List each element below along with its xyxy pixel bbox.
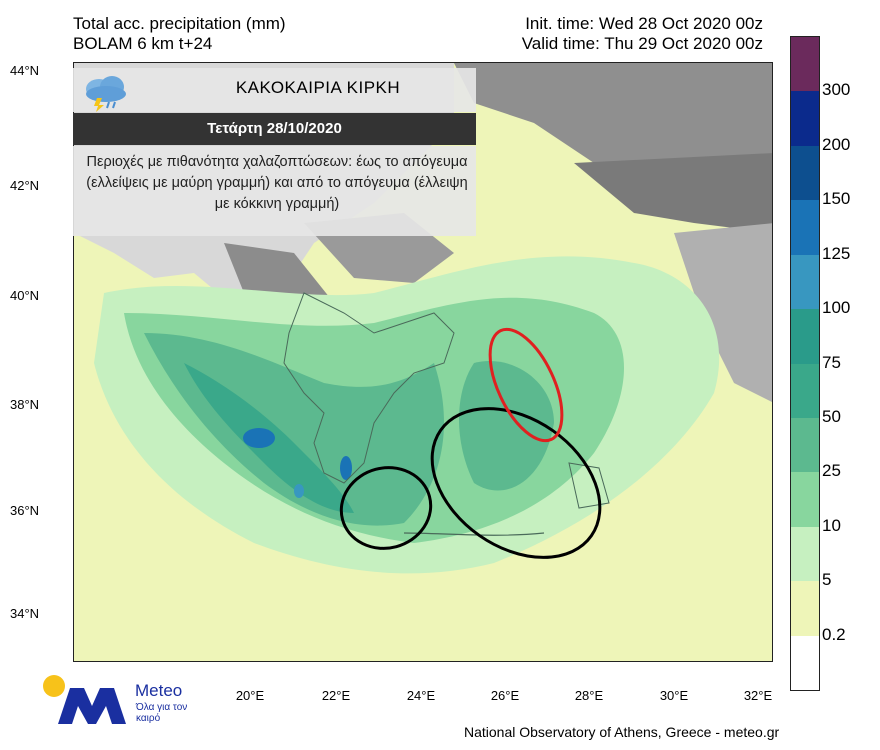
colorbar-segment — [791, 145, 819, 201]
colorbar-segment — [791, 581, 819, 637]
colorbar-segment — [791, 200, 819, 256]
precip-core-2 — [340, 456, 352, 480]
lon-label: 30°E — [659, 688, 689, 703]
colorbar-segment — [791, 254, 819, 310]
greece-coastline — [283, 292, 455, 484]
colorbar-segment — [791, 417, 819, 473]
info-body-row: Περιοχές με πιθανότητα χαλαζοπτώσεων: έω… — [73, 146, 476, 236]
hail-ellipse-red — [488, 327, 564, 443]
precipitation-colorbar — [790, 36, 820, 691]
map-title: Total acc. precipitation (mm) — [73, 14, 286, 33]
lon-label: 26°E — [490, 688, 520, 703]
logo-title: Meteo — [135, 681, 183, 700]
colorbar-segment — [791, 363, 819, 419]
warning-title: ΚΑΚΟΚΑΙΡΙΑ ΚΙΡΚΗ — [235, 78, 401, 97]
valid-time: Valid time: Thu 29 Oct 2020 00z — [521, 34, 763, 53]
bulgaria-land — [454, 63, 772, 173]
colorbar-label: 200 — [822, 134, 851, 154]
colorbar-label: 10 — [822, 515, 841, 535]
header-right: Init. time: Wed 28 Oct 2020 00z Valid ti… — [522, 14, 763, 54]
turkey-north-land — [574, 153, 772, 233]
colorbar-segment — [791, 37, 819, 92]
meteo-m-logo-icon — [43, 675, 126, 724]
colorbar-label: 100 — [822, 298, 851, 318]
colorbar-label: 300 — [822, 80, 851, 100]
lat-label: 38°N — [10, 397, 40, 412]
lat-label: 44°N — [10, 63, 40, 78]
turkey-east-land — [674, 223, 772, 402]
warning-info-box: ΚΑΚΟΚΑΙΡΙΑ ΚΙΡΚΗ Τετάρτη 28/10/2020 Περι… — [73, 68, 476, 236]
colorbar-label: 5 — [822, 570, 832, 590]
colorbar-segment — [791, 526, 819, 582]
header-left: Total acc. precipitation (mm) BOLAM 6 km… — [73, 14, 286, 54]
lon-label: 32°E — [743, 688, 773, 703]
south-sea — [74, 383, 772, 661]
model-run: BOLAM 6 km t+24 — [73, 34, 213, 53]
hail-ellipse-west — [339, 466, 433, 550]
rhodes-coastline — [568, 462, 610, 509]
lat-label: 36°N — [10, 503, 40, 518]
lat-label: 42°N — [10, 178, 40, 193]
footer-credit: National Observatory of Athens, Greece -… — [464, 724, 780, 740]
lon-label: 22°E — [321, 688, 351, 703]
precip-25-50 — [144, 333, 444, 526]
colorbar-segment — [791, 91, 819, 147]
colorbar-segment — [791, 472, 819, 528]
logo-subtitle: Όλα για τον καιρό — [136, 702, 188, 724]
colorbar-label: 150 — [822, 189, 851, 209]
colorbar-segment — [791, 635, 819, 691]
colorbar-segment — [791, 309, 819, 364]
colorbar-label: 0.2 — [822, 624, 846, 644]
lon-label: 28°E — [574, 688, 604, 703]
colorbar-label: 125 — [822, 243, 851, 263]
colorbar-label: 50 — [822, 406, 841, 426]
warning-description: Περιοχές με πιθανότητα χαλαζοπτώσεων: έω… — [86, 154, 468, 212]
lon-label: 20°E — [235, 688, 265, 703]
storm-cloud-icon — [86, 76, 126, 112]
lat-label: 40°N — [10, 288, 40, 303]
init-time: Init. time: Wed 28 Oct 2020 00z — [525, 14, 763, 33]
colorbar-label: 75 — [822, 352, 841, 372]
colorbar-label: 25 — [822, 461, 841, 481]
info-title-row: ΚΑΚΟΚΑΙΡΙΑ ΚΙΡΚΗ — [73, 68, 476, 112]
precip-core-3 — [294, 484, 304, 498]
lat-label: 34°N — [10, 606, 40, 621]
hail-ellipse-aegean — [430, 407, 602, 559]
precip-25-50-aegean — [459, 361, 554, 491]
warning-date: Τετάρτη 28/10/2020 — [73, 113, 476, 145]
precip-core-1 — [243, 428, 275, 448]
lon-label: 24°E — [406, 688, 436, 703]
